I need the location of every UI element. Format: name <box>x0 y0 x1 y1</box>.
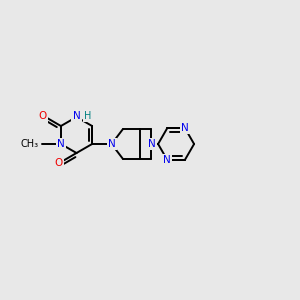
Text: CH₃: CH₃ <box>21 139 39 149</box>
Text: N: N <box>73 110 80 121</box>
Text: O: O <box>54 158 63 168</box>
Text: N: N <box>108 139 116 149</box>
Text: N: N <box>57 139 65 149</box>
Text: N: N <box>148 139 155 149</box>
Text: O: O <box>39 111 47 122</box>
Text: N: N <box>163 155 171 165</box>
Text: N: N <box>181 123 189 133</box>
Text: H: H <box>84 110 92 121</box>
